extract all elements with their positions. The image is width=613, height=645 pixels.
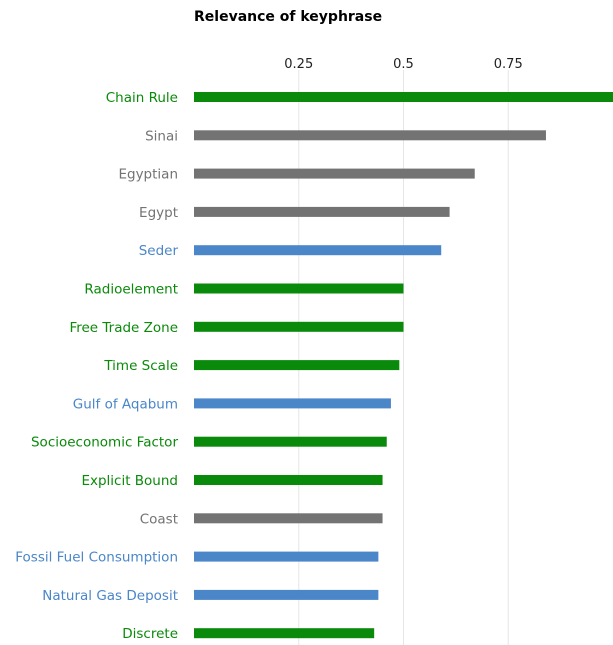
x-axis-ticks: 0.25 0.5 0.75 xyxy=(284,57,522,72)
bar xyxy=(194,628,375,639)
x-tick-label: 0.5 xyxy=(393,57,414,72)
category-label: Coast xyxy=(140,511,178,527)
category-label: Radioelement xyxy=(84,282,178,298)
category-label: Gulf of Aqabum xyxy=(73,396,178,412)
category-label: Egyptian xyxy=(118,167,178,183)
bar xyxy=(194,398,391,409)
bar xyxy=(194,283,404,294)
bars xyxy=(194,92,613,639)
bar xyxy=(194,589,379,600)
bar xyxy=(194,551,379,562)
chart-title: Relevance of keyphrase xyxy=(194,9,382,25)
category-label: Socioeconomic Factor xyxy=(31,435,178,451)
grid-lines xyxy=(298,70,509,645)
bar xyxy=(194,475,383,485)
category-label: Chain Rule xyxy=(106,90,178,106)
bar xyxy=(194,245,442,256)
bar xyxy=(194,168,475,179)
category-label: Natural Gas Deposit xyxy=(42,588,178,604)
bar xyxy=(194,130,546,141)
bar xyxy=(194,321,404,332)
bar xyxy=(194,92,613,102)
category-label: Explicit Bound xyxy=(81,473,178,489)
category-label: Fossil Fuel Consumption xyxy=(15,550,178,566)
bar xyxy=(194,360,400,371)
x-tick-label: 0.75 xyxy=(494,57,523,72)
category-label: Discrete xyxy=(122,626,178,642)
bar xyxy=(194,513,383,524)
category-label: Free Trade Zone xyxy=(69,320,178,336)
category-label: Time Scale xyxy=(103,358,178,374)
category-labels: Chain Rule Sinai Egyptian Egypt Seder Radioel… xyxy=(15,90,178,642)
category-label: Sinai xyxy=(145,128,178,144)
category-label: Egypt xyxy=(139,205,178,221)
bar xyxy=(194,436,387,447)
category-label: Seder xyxy=(139,243,179,259)
bar xyxy=(194,206,450,217)
x-tick-label: 0.25 xyxy=(284,57,313,72)
